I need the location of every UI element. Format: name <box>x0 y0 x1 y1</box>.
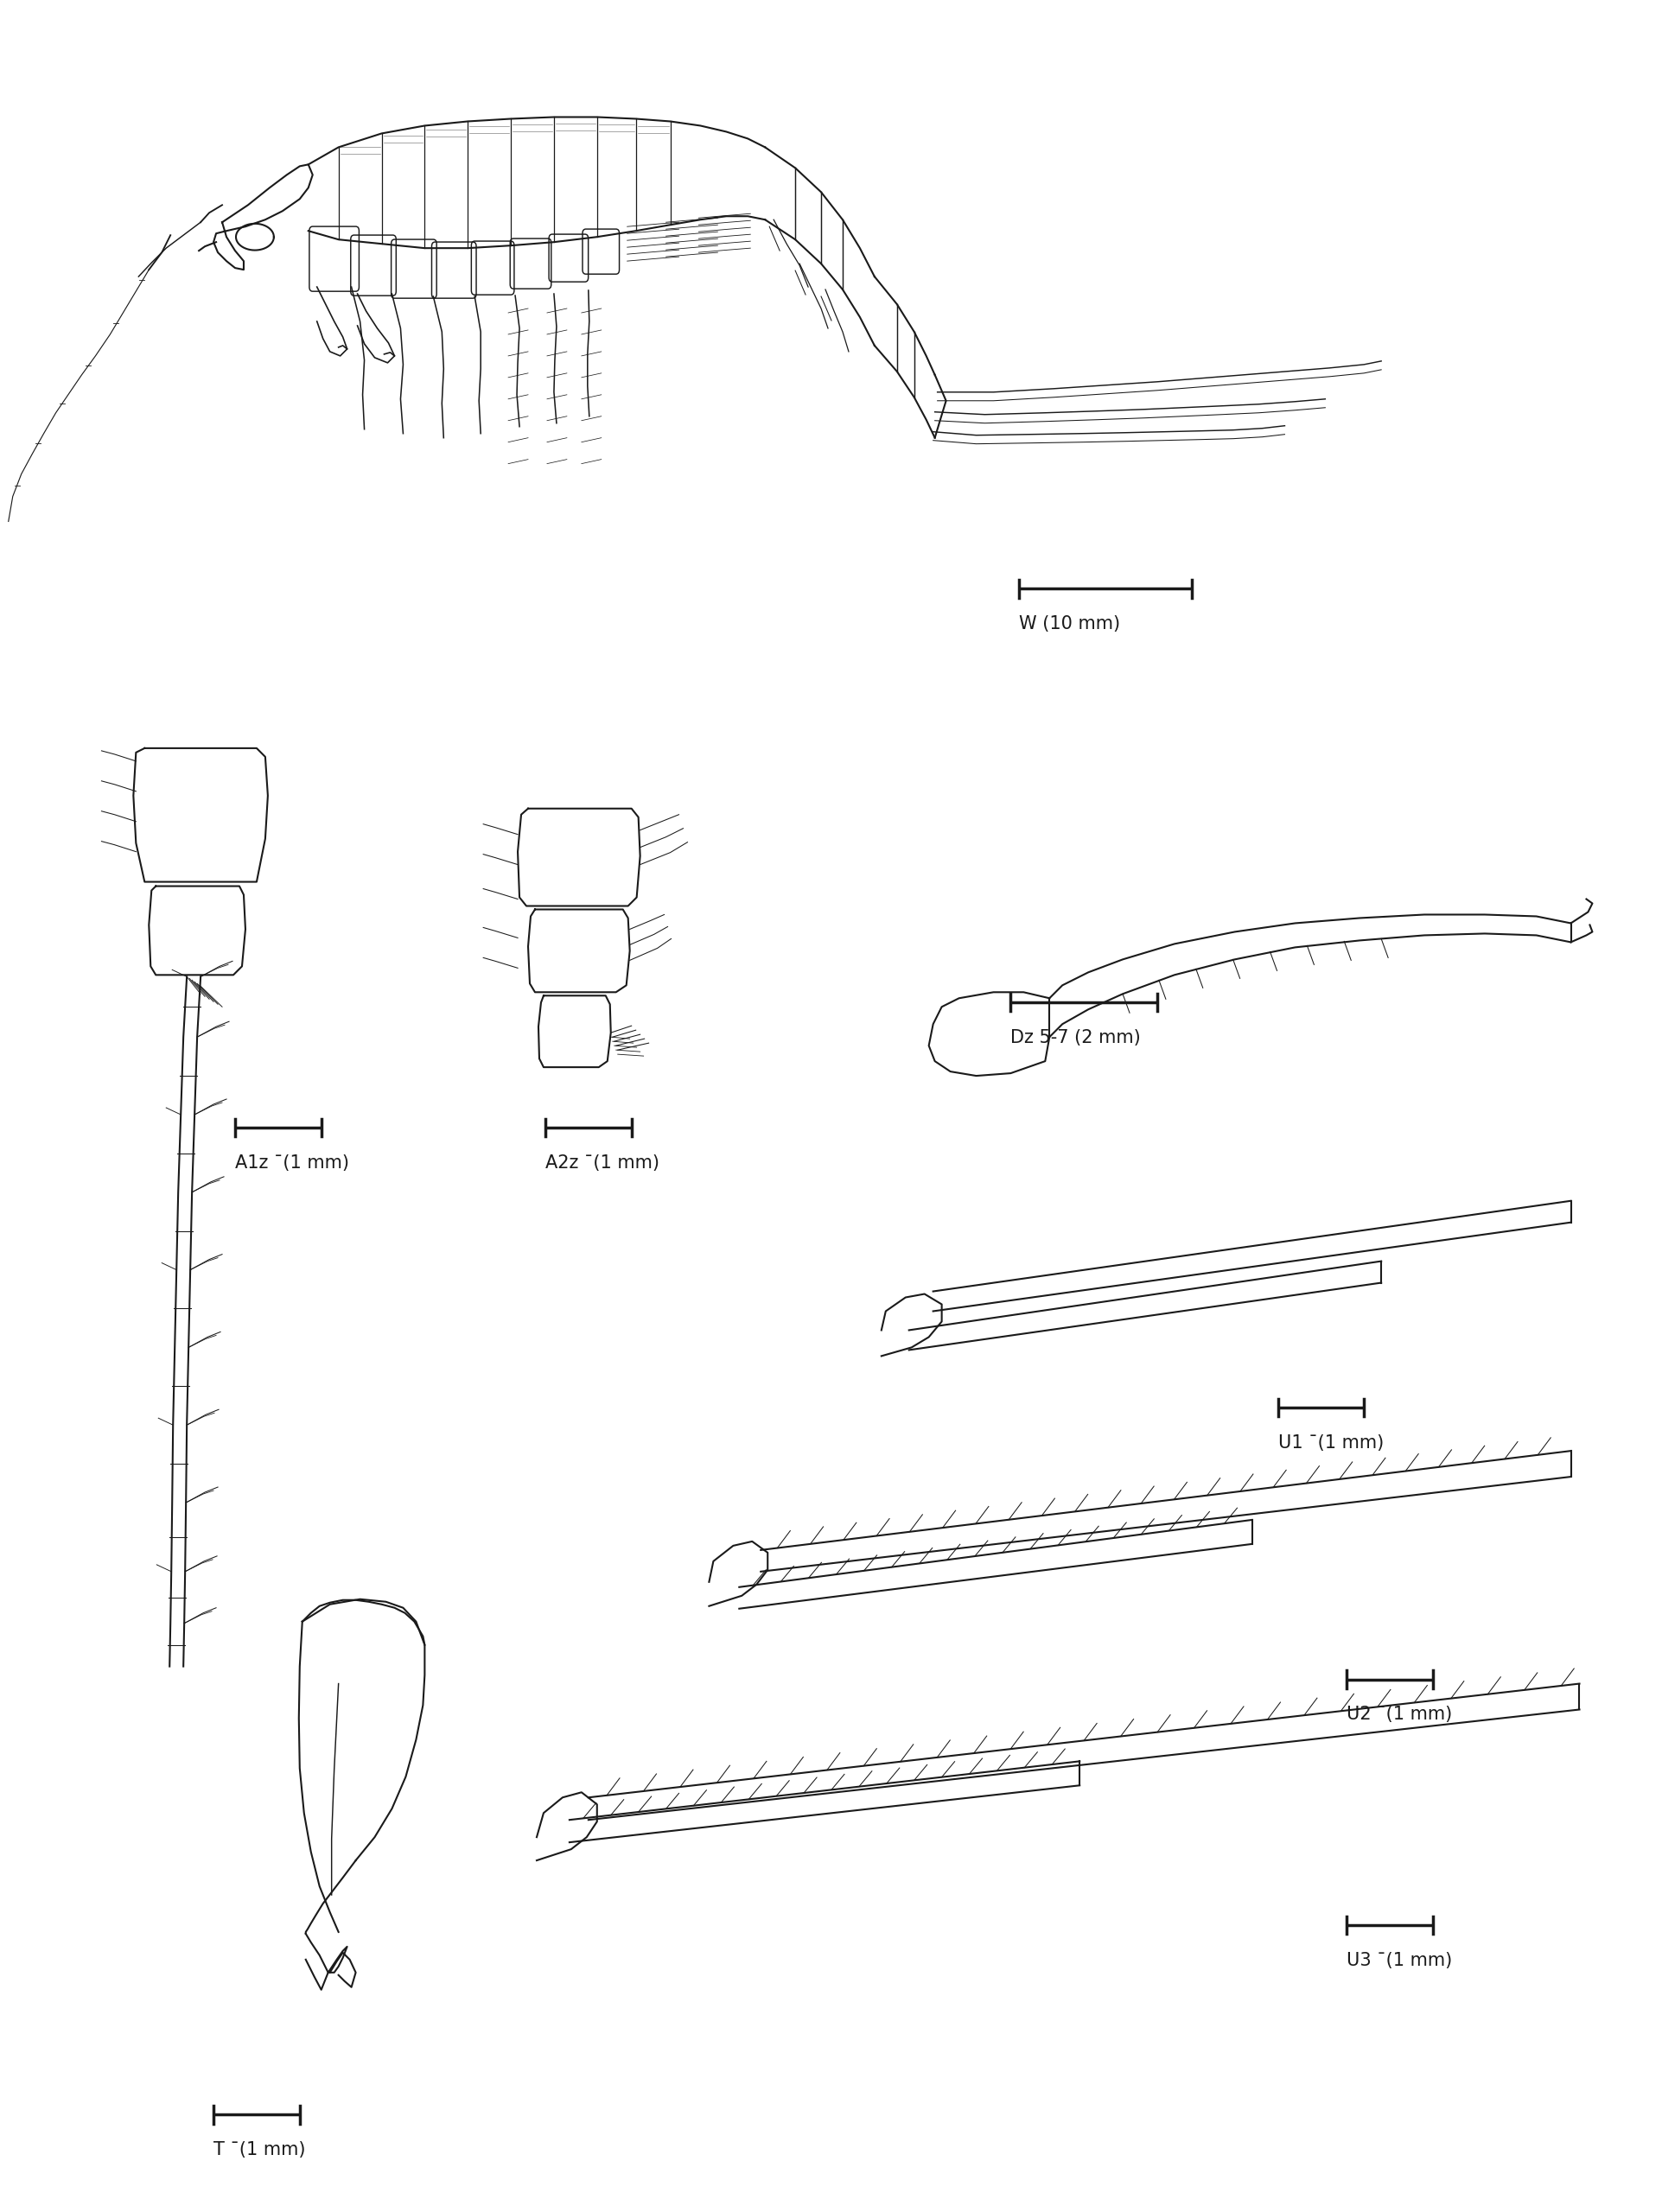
Text: Dz 5-7 (2 mm): Dz 5-7 (2 mm) <box>1010 1029 1140 1046</box>
Text: T ¯(1 mm): T ¯(1 mm) <box>213 2141 306 2159</box>
Text: U1 ¯(1 mm): U1 ¯(1 mm) <box>1276 1433 1383 1451</box>
Text: W (10 mm): W (10 mm) <box>1019 615 1120 633</box>
Text: A2z ¯(1 mm): A2z ¯(1 mm) <box>545 1155 660 1172</box>
Text: A1z ¯(1 mm): A1z ¯(1 mm) <box>234 1155 349 1172</box>
Text: U2 ¯(1 mm): U2 ¯(1 mm) <box>1346 1705 1451 1723</box>
Text: U3 ¯(1 mm): U3 ¯(1 mm) <box>1346 1951 1451 1969</box>
